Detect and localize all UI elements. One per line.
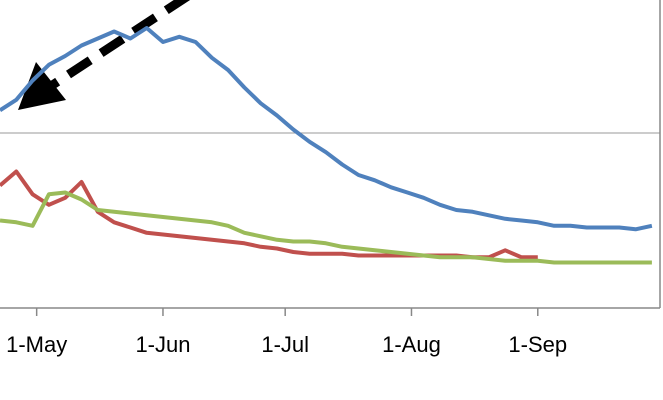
x-tick-label: 1-May [6, 332, 67, 357]
x-tick-label: 1-Jul [261, 332, 309, 357]
x-tick-label: 1-Jun [135, 332, 190, 357]
data-line [0, 190, 652, 265]
x-tick-label: 1-Aug [382, 332, 441, 357]
data-line [0, 26, 653, 232]
data-line [0, 169, 538, 260]
x-tick-label: 1-Sep [508, 332, 567, 357]
annotation-arrow [18, 0, 191, 110]
